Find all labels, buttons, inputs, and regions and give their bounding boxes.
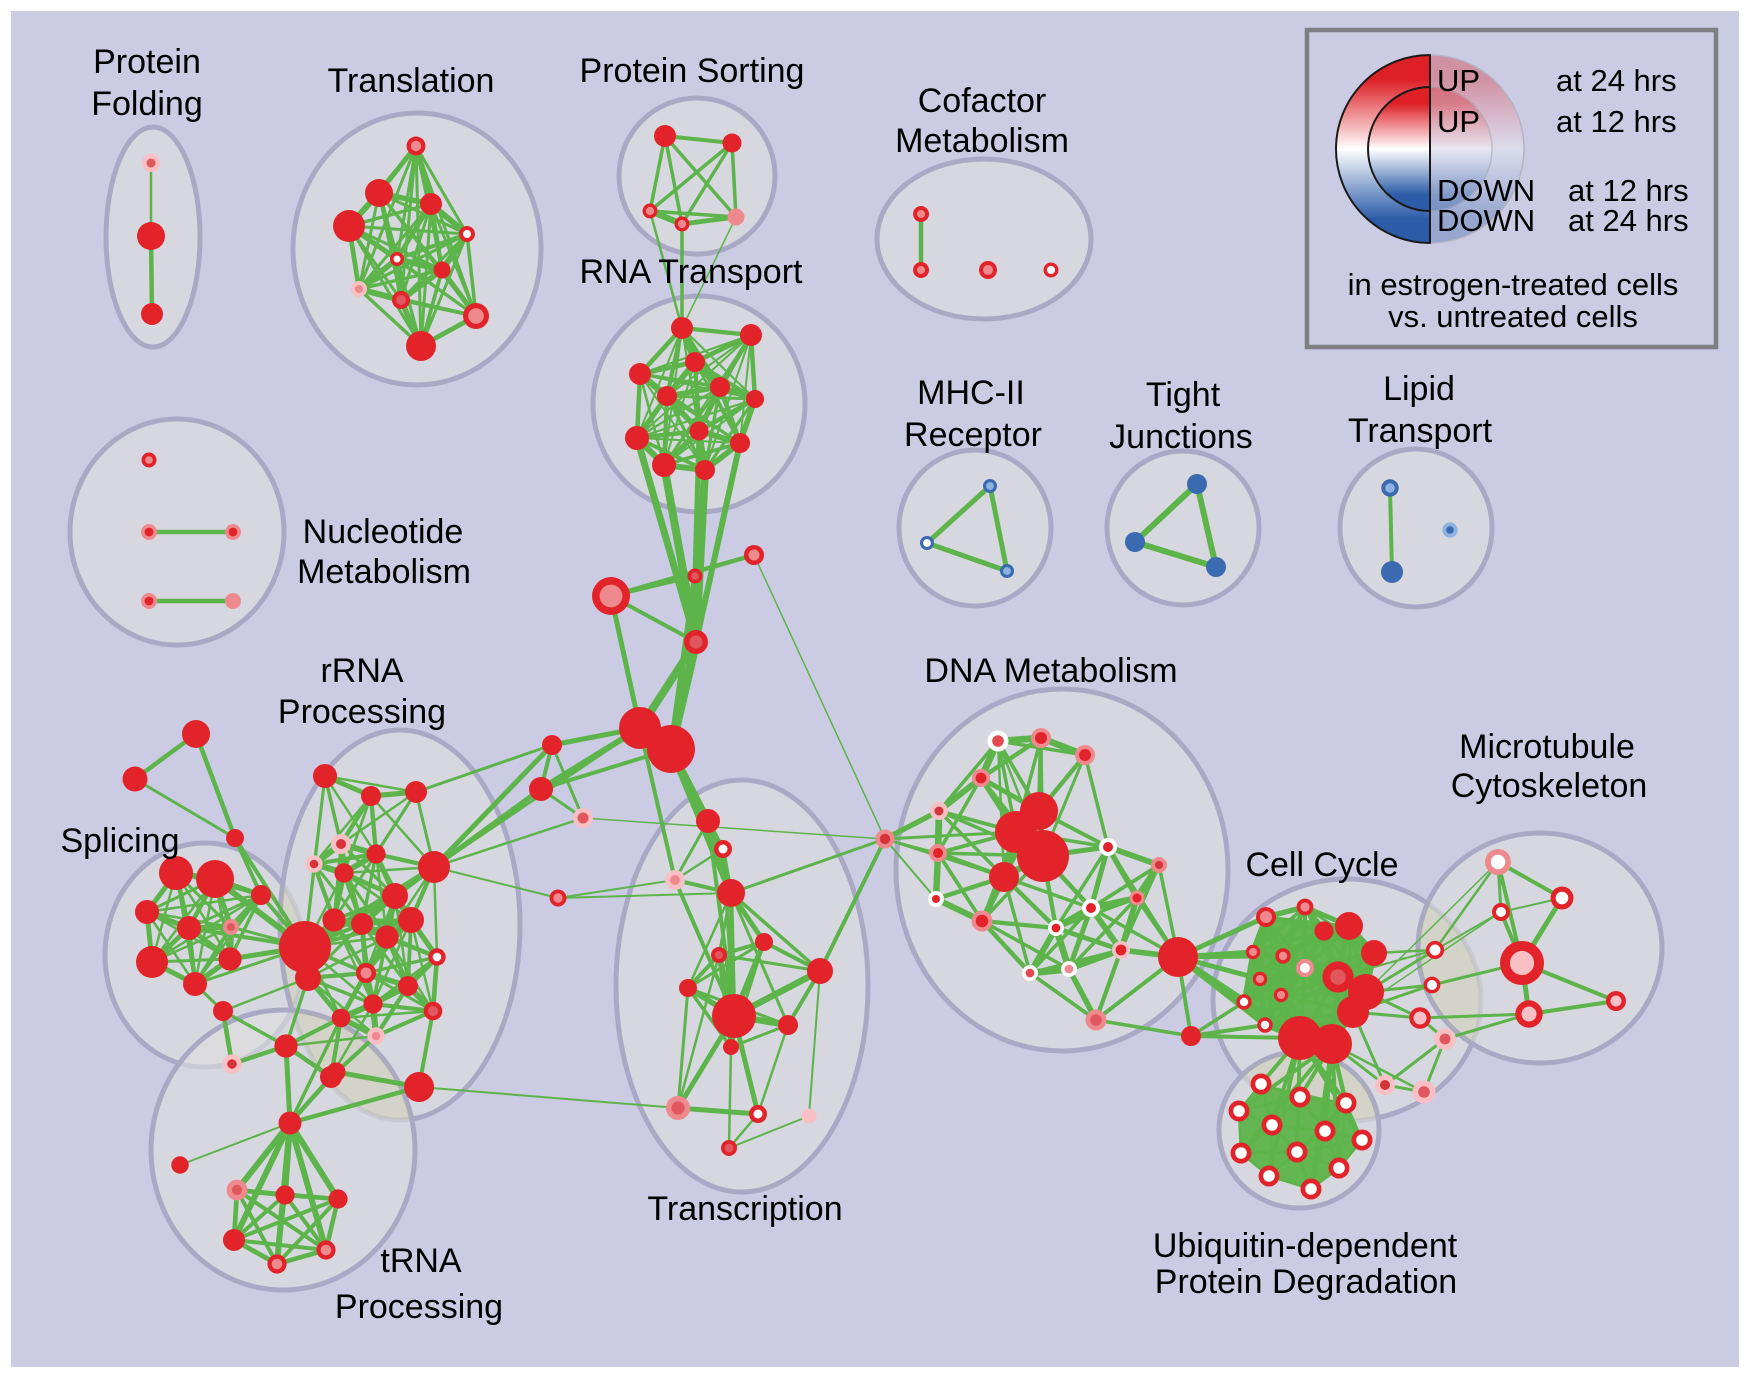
svg-text:at 12 hrs: at 12 hrs [1556,104,1677,139]
svg-text:Protein: Protein [93,43,201,81]
svg-text:rRNA: rRNA [320,652,403,690]
svg-text:Tight: Tight [1146,376,1221,414]
svg-text:vs. untreated cells: vs. untreated cells [1388,299,1638,334]
svg-text:RNA Transport: RNA Transport [580,253,804,291]
svg-text:DOWN: DOWN [1437,203,1535,238]
svg-text:Lipid: Lipid [1383,370,1455,408]
svg-text:UP: UP [1437,104,1480,139]
svg-text:Cofactor: Cofactor [918,82,1047,120]
svg-text:UP: UP [1437,63,1480,98]
svg-text:Protein Sorting: Protein Sorting [580,52,805,90]
svg-text:Translation: Translation [328,62,495,100]
svg-text:Cell Cycle: Cell Cycle [1245,846,1398,884]
svg-text:DOWN: DOWN [1437,173,1535,208]
svg-text:tRNA: tRNA [380,1242,462,1280]
svg-text:at 12 hrs: at 12 hrs [1568,173,1689,208]
svg-text:Junctions: Junctions [1109,418,1253,456]
svg-text:at 24 hrs: at 24 hrs [1568,203,1689,238]
svg-text:Nucleotide: Nucleotide [303,513,464,551]
svg-text:Metabolism: Metabolism [895,122,1069,160]
svg-text:Cytoskeleton: Cytoskeleton [1451,767,1648,805]
svg-text:Folding: Folding [91,85,203,123]
svg-text:Ubiquitin-dependent: Ubiquitin-dependent [1153,1227,1458,1265]
svg-text:Transport: Transport [1348,412,1493,450]
svg-text:Protein Degradation: Protein Degradation [1155,1263,1457,1301]
svg-text:Processing: Processing [335,1288,503,1326]
svg-text:Receptor: Receptor [904,416,1042,454]
svg-text:Transcription: Transcription [647,1190,842,1228]
svg-text:Processing: Processing [278,693,446,731]
svg-text:Splicing: Splicing [60,822,179,860]
svg-text:Metabolism: Metabolism [297,553,471,591]
svg-text:in estrogen-treated cells: in estrogen-treated cells [1348,267,1679,302]
svg-text:at 24 hrs: at 24 hrs [1556,63,1677,98]
svg-text:DNA Metabolism: DNA Metabolism [924,652,1177,690]
svg-text:MHC-II: MHC-II [917,374,1025,412]
svg-text:Microtubule: Microtubule [1459,728,1635,766]
